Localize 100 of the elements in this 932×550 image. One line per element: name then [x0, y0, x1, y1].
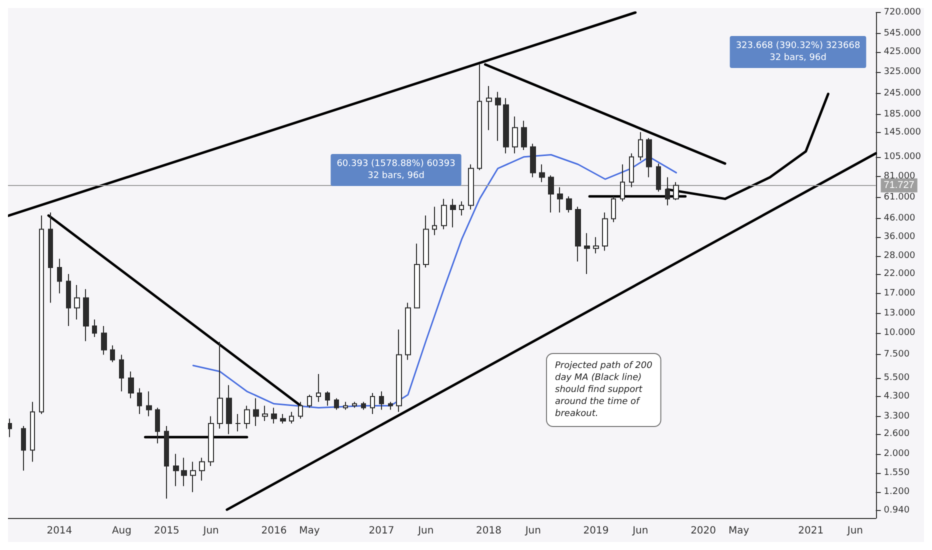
candlestick	[388, 401, 393, 410]
x-tick-label: 2017	[368, 526, 394, 536]
y-tick-label: 720.000	[884, 8, 922, 18]
x-tick-label: 2020	[690, 526, 716, 536]
y-tick-label: 61.000	[884, 192, 916, 203]
candlestick	[66, 274, 71, 327]
candlestick	[539, 164, 545, 183]
candlestick	[557, 186, 563, 213]
candlestick	[548, 174, 554, 213]
candlestick	[656, 163, 661, 192]
y-tick-label: 425.000	[884, 47, 922, 58]
y-tick-label: 185.000	[884, 109, 922, 120]
candlestick	[361, 401, 366, 410]
y-tick-label: 28.000	[884, 250, 916, 261]
y-tick-label: 2.000	[884, 448, 910, 459]
candlestick	[316, 374, 321, 402]
candlestick	[271, 407, 277, 424]
x-tick-label: Jun	[632, 526, 648, 536]
annotation: Projected path of 200 day MA (Black line) should find support around the time of breakout.	[555, 361, 653, 419]
y-tick-label: 145.000	[884, 128, 922, 138]
y-tick-label: 545.000	[884, 28, 922, 38]
candlestick	[137, 388, 142, 415]
x-tick-label: 2015	[154, 526, 180, 536]
candlestick	[629, 152, 634, 188]
candlestick	[146, 390, 152, 417]
y-tick-label: 36.000	[884, 232, 916, 242]
candlestick	[423, 215, 429, 268]
candlestick	[262, 405, 268, 422]
candlestick	[503, 98, 509, 154]
y-tick-label: 325.000	[884, 67, 922, 78]
candlestick	[450, 198, 456, 228]
candlestick	[620, 164, 625, 202]
candlestick	[235, 414, 241, 432]
candlestick	[477, 64, 482, 171]
candlestick	[119, 354, 124, 392]
y-tick-label: 1.550	[884, 468, 910, 478]
candlestick	[602, 212, 608, 252]
y-tick-label: 22.000	[884, 269, 916, 280]
candlestick	[486, 86, 492, 131]
candlestick	[343, 401, 348, 410]
candlestick	[432, 206, 437, 236]
x-tick-label: 2019	[583, 526, 609, 536]
annotation: 60.393 (1578.88%) 60393 32 bars, 96d	[336, 159, 456, 181]
candlestick	[39, 215, 44, 415]
candlestick	[414, 243, 420, 308]
candlestick	[334, 398, 339, 410]
candlestick	[441, 198, 447, 230]
x-tick-label: Aug	[112, 526, 132, 536]
candlestick	[128, 370, 134, 399]
candlestick	[226, 384, 232, 435]
y-tick-label: 13.000	[884, 308, 916, 318]
y-tick-label: 17.000	[884, 288, 916, 298]
x-tick-label: Jun	[846, 526, 864, 536]
candlestick	[495, 91, 501, 142]
candlestick	[298, 401, 303, 420]
candlestick	[244, 405, 250, 430]
candlestick	[173, 453, 179, 487]
x-tick-label: Jun	[417, 526, 434, 536]
candlestick	[48, 212, 53, 304]
candlestick	[611, 196, 616, 223]
y-tick-label: 1.200	[884, 487, 910, 498]
candlestick	[21, 425, 26, 472]
candlestick	[74, 284, 80, 320]
candlestick	[593, 236, 599, 254]
y-tick-label: 46.000	[884, 214, 916, 224]
y-tick-label: 245.000	[884, 88, 922, 98]
line-series	[192, 154, 677, 408]
candlestick	[521, 120, 527, 151]
candlestick	[208, 416, 214, 467]
y-tick-label: 5.500	[884, 372, 910, 383]
candlestick	[566, 196, 572, 213]
x-tick-label: May	[728, 526, 750, 536]
candlestick	[468, 164, 474, 210]
x-tick-label: Jun	[202, 526, 219, 536]
y-tick-label: 81.000	[884, 171, 916, 182]
x-tick-label: 2016	[261, 526, 287, 536]
candlestick	[584, 232, 590, 275]
candlestick	[217, 341, 223, 430]
candlestick	[325, 390, 330, 406]
candlestick	[638, 132, 643, 162]
candlestick	[101, 326, 107, 356]
candlestick	[370, 392, 375, 415]
candlestick	[405, 302, 411, 360]
y-tick-label: 10.000	[884, 328, 916, 338]
candlestick	[253, 398, 259, 426]
candlestick	[665, 176, 670, 206]
candlestick	[530, 143, 536, 178]
candlestick	[646, 138, 652, 178]
candlestick	[289, 411, 294, 424]
x-tick-label: 2021	[798, 526, 824, 536]
candlestick	[30, 401, 35, 462]
candlestick	[110, 344, 115, 363]
candlestick	[57, 258, 62, 294]
x-tick-label: 2018	[476, 526, 502, 536]
candlestick	[512, 116, 518, 154]
candlestick	[673, 182, 679, 201]
candlestick	[396, 329, 402, 412]
candlestick	[199, 457, 205, 482]
y-tick-label: 7.500	[884, 350, 910, 360]
x-tick-label: May	[299, 526, 320, 536]
